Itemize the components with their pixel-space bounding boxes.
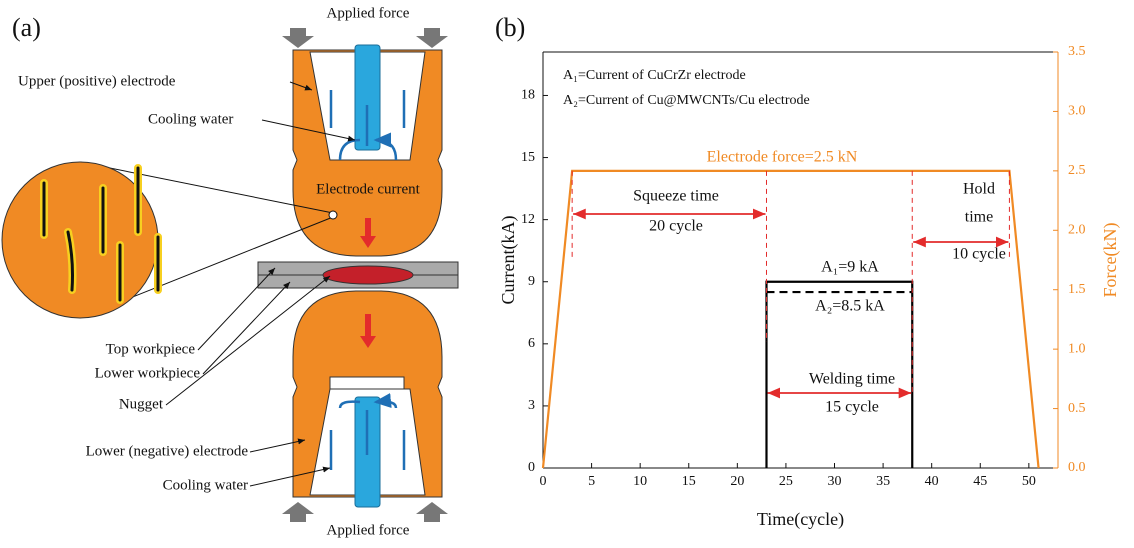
diagram-label: Top workpiece (106, 341, 196, 357)
y-tick-label: 3 (528, 398, 535, 413)
zoom-line (79, 161, 334, 214)
series-line (541, 169, 1040, 469)
x-tick-label: 40 (925, 474, 939, 489)
force-arrow (416, 28, 448, 48)
annotation: Welding time (809, 371, 895, 388)
x-tick-label: 20 (730, 474, 744, 489)
y2-tick-label: 1.5 (1068, 282, 1086, 297)
zoom-point (328, 210, 338, 220)
diagram-label: Lower (negative) electrode (86, 443, 249, 459)
y-axis-label: Current(kA) (498, 216, 519, 305)
nanotubes (40, 164, 162, 304)
annotation: Squeeze time (633, 188, 719, 205)
water-flow (329, 402, 406, 470)
y2-tick-label: 0.5 (1068, 401, 1086, 416)
force-arrow (282, 28, 314, 48)
diagram-label: Applied force (327, 522, 410, 538)
y2-tick-label: 3.5 (1068, 44, 1086, 59)
y-tick-label: 0 (528, 460, 535, 475)
y-tick-label: 6 (528, 336, 535, 351)
current-arrow (360, 218, 376, 248)
series-line (765, 280, 914, 468)
y2-tick-label: 2.5 (1068, 163, 1086, 178)
water-flow (329, 90, 406, 161)
y-tick-label: 12 (521, 212, 535, 227)
annotation: A₂=Current of Cu@MWCNTs/Cu electrode (563, 93, 810, 108)
x-tick-label: 5 (588, 474, 595, 489)
x-tick-label: 25 (779, 474, 793, 489)
diagram-label: Cooling water (148, 111, 233, 127)
panel-a: (a) (1, 13, 459, 522)
annotation: 15 cycle (825, 399, 879, 416)
annotation: time (965, 209, 993, 226)
annotation: 10 cycle (952, 246, 1006, 263)
y2-axis-label: Force(kN) (1100, 223, 1121, 298)
force-arrow (282, 502, 314, 522)
y-tick-label: 9 (528, 274, 535, 289)
y2-tick-label: 0.0 (1068, 460, 1086, 475)
x-tick-label: 35 (876, 474, 890, 489)
nugget (322, 265, 414, 285)
x-axis-label: Time(cycle) (757, 509, 844, 530)
force-arrow (416, 502, 448, 522)
x-tick-label: 15 (682, 474, 696, 489)
y2-tick-label: 2.0 (1068, 223, 1086, 238)
x-tick-label: 0 (540, 474, 547, 489)
diagram-label: Nugget (119, 396, 164, 412)
current-arrow (360, 314, 376, 348)
diagram-label: Applied force (327, 5, 410, 21)
annotation: Electrode force=2.5 kN (707, 149, 858, 166)
annotation: Hold (963, 181, 995, 198)
diagram-label: Upper (positive) electrode (18, 73, 176, 89)
panel-label: (b) (495, 13, 525, 42)
x-tick-label: 50 (1022, 474, 1036, 489)
annotation: A₂=8.5 kA (815, 298, 885, 315)
y2-tick-label: 3.0 (1068, 104, 1086, 119)
y-tick-label: 15 (521, 150, 535, 165)
annotation: A₁=9 kA (821, 259, 879, 276)
cavity (329, 376, 405, 390)
y-tick-label: 18 (521, 88, 535, 103)
annotation: A₁=Current of CuCrZr electrode (563, 68, 746, 83)
leader (165, 81, 356, 487)
annotation: 20 cycle (649, 218, 703, 235)
y2-tick-label: 1.0 (1068, 341, 1086, 356)
panel-label: (a) (12, 13, 41, 42)
diagram-label: Electrode current (316, 181, 421, 197)
x-tick-label: 10 (633, 474, 647, 489)
diagram-label: Lower workpiece (95, 365, 201, 381)
diagram-label: Cooling water (163, 477, 248, 493)
x-tick-label: 30 (828, 474, 842, 489)
x-tick-label: 45 (973, 474, 987, 489)
